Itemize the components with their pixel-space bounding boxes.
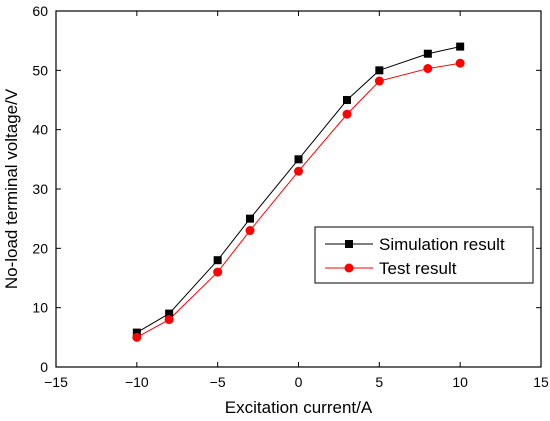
legend-marker-shape: [344, 263, 354, 273]
series-points: [132, 42, 465, 342]
y-axis-title: No-load terminal voltage/V: [2, 88, 21, 289]
x-tick-labels: −15 −10 −5 0 5 10 15: [44, 374, 549, 390]
y-tick-label: 0: [40, 359, 48, 375]
y-tick-labels: 0 10 20 30 40 50 60: [32, 3, 48, 375]
y-tick-label: 30: [32, 181, 48, 197]
legend-marker-test: [344, 263, 354, 273]
legend-marker-shape: [345, 240, 353, 248]
x-tick-label: −5: [210, 374, 226, 390]
legend-label-test: Test result: [379, 259, 457, 278]
x-tick-label: −10: [125, 374, 149, 390]
x-tick-label: 0: [295, 374, 303, 390]
series-lines: [136, 46, 461, 338]
data-point-series-0: [343, 96, 351, 104]
legend: Simulation result Test result: [314, 226, 534, 284]
data-point-series-1: [342, 109, 352, 119]
x-tick-label: 10: [452, 374, 468, 390]
data-point-series-0: [423, 49, 432, 58]
data-point-series-1: [455, 58, 465, 68]
x-tick-label: 15: [533, 374, 549, 390]
x-tick-label: −15: [44, 374, 68, 390]
legend-entry-simulation: Simulation result: [325, 235, 505, 254]
data-point-series-1: [164, 315, 174, 325]
legend-label-simulation: Simulation result: [379, 235, 505, 254]
data-point-series-1: [423, 64, 433, 74]
data-point-series-1: [374, 76, 384, 86]
data-point-series-0: [375, 66, 384, 75]
series-line-0: [136, 46, 461, 334]
data-point-series-0: [165, 309, 174, 318]
data-point-series-1: [245, 226, 255, 236]
data-point-series-0: [213, 256, 222, 265]
legend-box: [314, 226, 534, 284]
data-point-series-0: [294, 155, 303, 164]
data-point-series-1: [213, 267, 223, 277]
data-point-series-0: [246, 214, 254, 223]
data-point-series-1: [132, 332, 142, 342]
legend-marker-simulation: [345, 240, 353, 248]
y-tick-label: 60: [32, 3, 48, 19]
axis-ticks: [55, 10, 542, 368]
y-tick-label: 10: [32, 300, 48, 316]
y-tick-label: 50: [32, 62, 48, 78]
y-tick-label: 40: [32, 122, 48, 138]
plot-frame: [55, 10, 542, 368]
data-point-series-0: [132, 328, 141, 337]
data-point-series-0: [456, 42, 465, 51]
x-tick-label: 5: [375, 374, 383, 390]
data-point-series-1: [294, 166, 303, 176]
legend-entry-test: Test result: [325, 259, 457, 278]
x-axis-title: Excitation current/A: [225, 398, 373, 417]
y-tick-label: 20: [32, 240, 48, 256]
